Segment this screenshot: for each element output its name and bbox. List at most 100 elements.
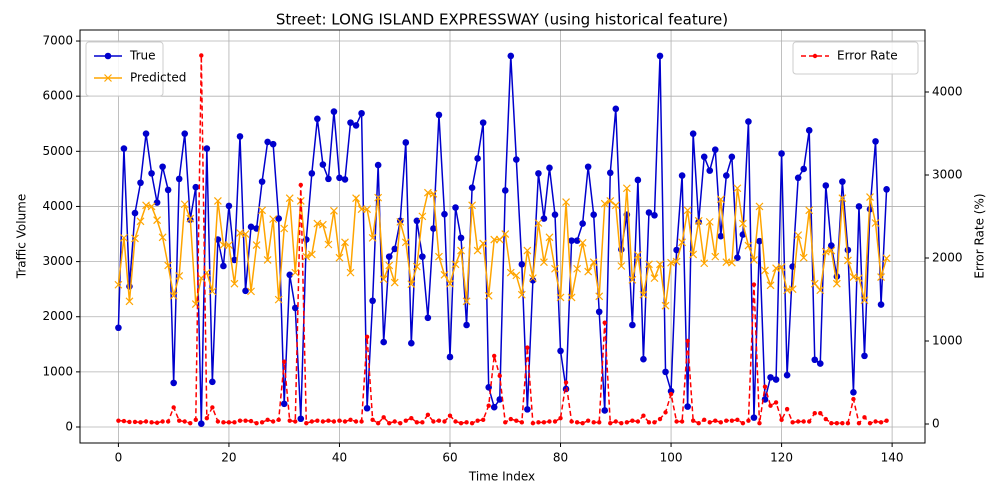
marker: [452, 204, 459, 211]
marker-stroke: [213, 197, 222, 205]
marker: [337, 418, 342, 423]
marker: [525, 345, 530, 350]
marker: [247, 223, 255, 231]
marker-stroke: [407, 280, 416, 289]
marker: [462, 297, 471, 306]
marker: [795, 419, 801, 424]
marker: [104, 52, 112, 60]
marker: [700, 259, 709, 268]
marker: [508, 416, 513, 422]
marker: [545, 233, 554, 242]
marker: [412, 262, 421, 271]
marker-stroke: [390, 278, 399, 287]
marker-stroke: [661, 301, 670, 310]
marker: [613, 419, 618, 424]
marker: [684, 403, 691, 410]
marker-stroke: [208, 287, 217, 296]
marker-stroke: [545, 233, 554, 242]
marker: [744, 241, 753, 250]
marker-stroke: [573, 264, 582, 273]
marker: [606, 169, 614, 177]
marker: [132, 419, 138, 425]
marker: [138, 420, 143, 425]
marker: [651, 211, 658, 219]
marker: [308, 170, 316, 177]
y2-axis-label: Error Rate (%): [973, 193, 987, 278]
x-tick-label: 120: [770, 451, 793, 465]
marker-stroke: [810, 279, 819, 288]
marker: [336, 174, 343, 182]
marker: [280, 224, 289, 233]
marker-stroke: [473, 246, 482, 255]
marker: [657, 416, 663, 422]
marker: [458, 420, 464, 426]
marker: [457, 234, 465, 242]
marker-stroke: [512, 271, 521, 280]
marker-stroke: [766, 281, 775, 290]
marker: [584, 267, 593, 276]
marker-stroke: [341, 238, 349, 247]
marker-stroke: [490, 235, 499, 244]
marker: [236, 133, 244, 140]
marker: [807, 419, 812, 424]
marker: [463, 321, 470, 329]
marker-stroke: [274, 295, 283, 304]
marker-stroke: [838, 194, 847, 203]
marker-stroke: [761, 266, 769, 275]
marker: [484, 291, 493, 300]
marker: [784, 406, 790, 412]
marker-stroke: [302, 252, 311, 261]
marker-stroke: [672, 257, 681, 266]
y2-tick-label: 2000: [932, 250, 963, 264]
marker: [524, 406, 531, 413]
marker: [750, 414, 758, 421]
marker: [689, 130, 697, 137]
marker: [226, 420, 232, 425]
marker: [777, 263, 786, 272]
marker-stroke: [225, 241, 233, 249]
marker: [324, 240, 333, 249]
marker: [270, 419, 276, 424]
marker: [541, 420, 547, 425]
marker-stroke: [446, 279, 454, 288]
marker: [694, 216, 703, 225]
y-tick-label: 7000: [42, 34, 73, 48]
marker-stroke: [600, 199, 609, 208]
marker: [650, 274, 659, 283]
marker: [590, 211, 597, 219]
marker: [563, 380, 569, 385]
marker: [635, 419, 641, 424]
marker: [567, 293, 576, 302]
marker: [490, 403, 498, 411]
marker: [479, 239, 488, 248]
marker: [823, 416, 828, 422]
marker-stroke: [175, 272, 184, 280]
marker-stroke: [738, 219, 747, 228]
marker: [330, 206, 338, 215]
marker: [818, 411, 823, 416]
marker: [805, 206, 814, 215]
marker: [717, 232, 725, 240]
legend-label: Predicted: [130, 71, 186, 85]
marker-stroke: [435, 252, 443, 261]
marker: [628, 275, 637, 284]
marker: [630, 418, 635, 423]
marker: [430, 225, 437, 232]
marker-stroke: [252, 241, 261, 249]
marker: [435, 111, 443, 119]
marker: [342, 419, 348, 424]
marker: [357, 205, 366, 214]
marker-stroke: [744, 241, 753, 250]
marker: [827, 246, 836, 255]
marker-stroke: [517, 290, 526, 299]
marker: [723, 172, 730, 179]
marker: [519, 420, 525, 425]
marker: [363, 404, 371, 412]
marker: [269, 140, 277, 148]
marker: [177, 418, 182, 423]
marker-stroke: [866, 193, 874, 201]
marker: [215, 419, 221, 424]
marker: [243, 418, 248, 423]
marker: [149, 420, 154, 425]
marker-stroke: [700, 259, 709, 268]
